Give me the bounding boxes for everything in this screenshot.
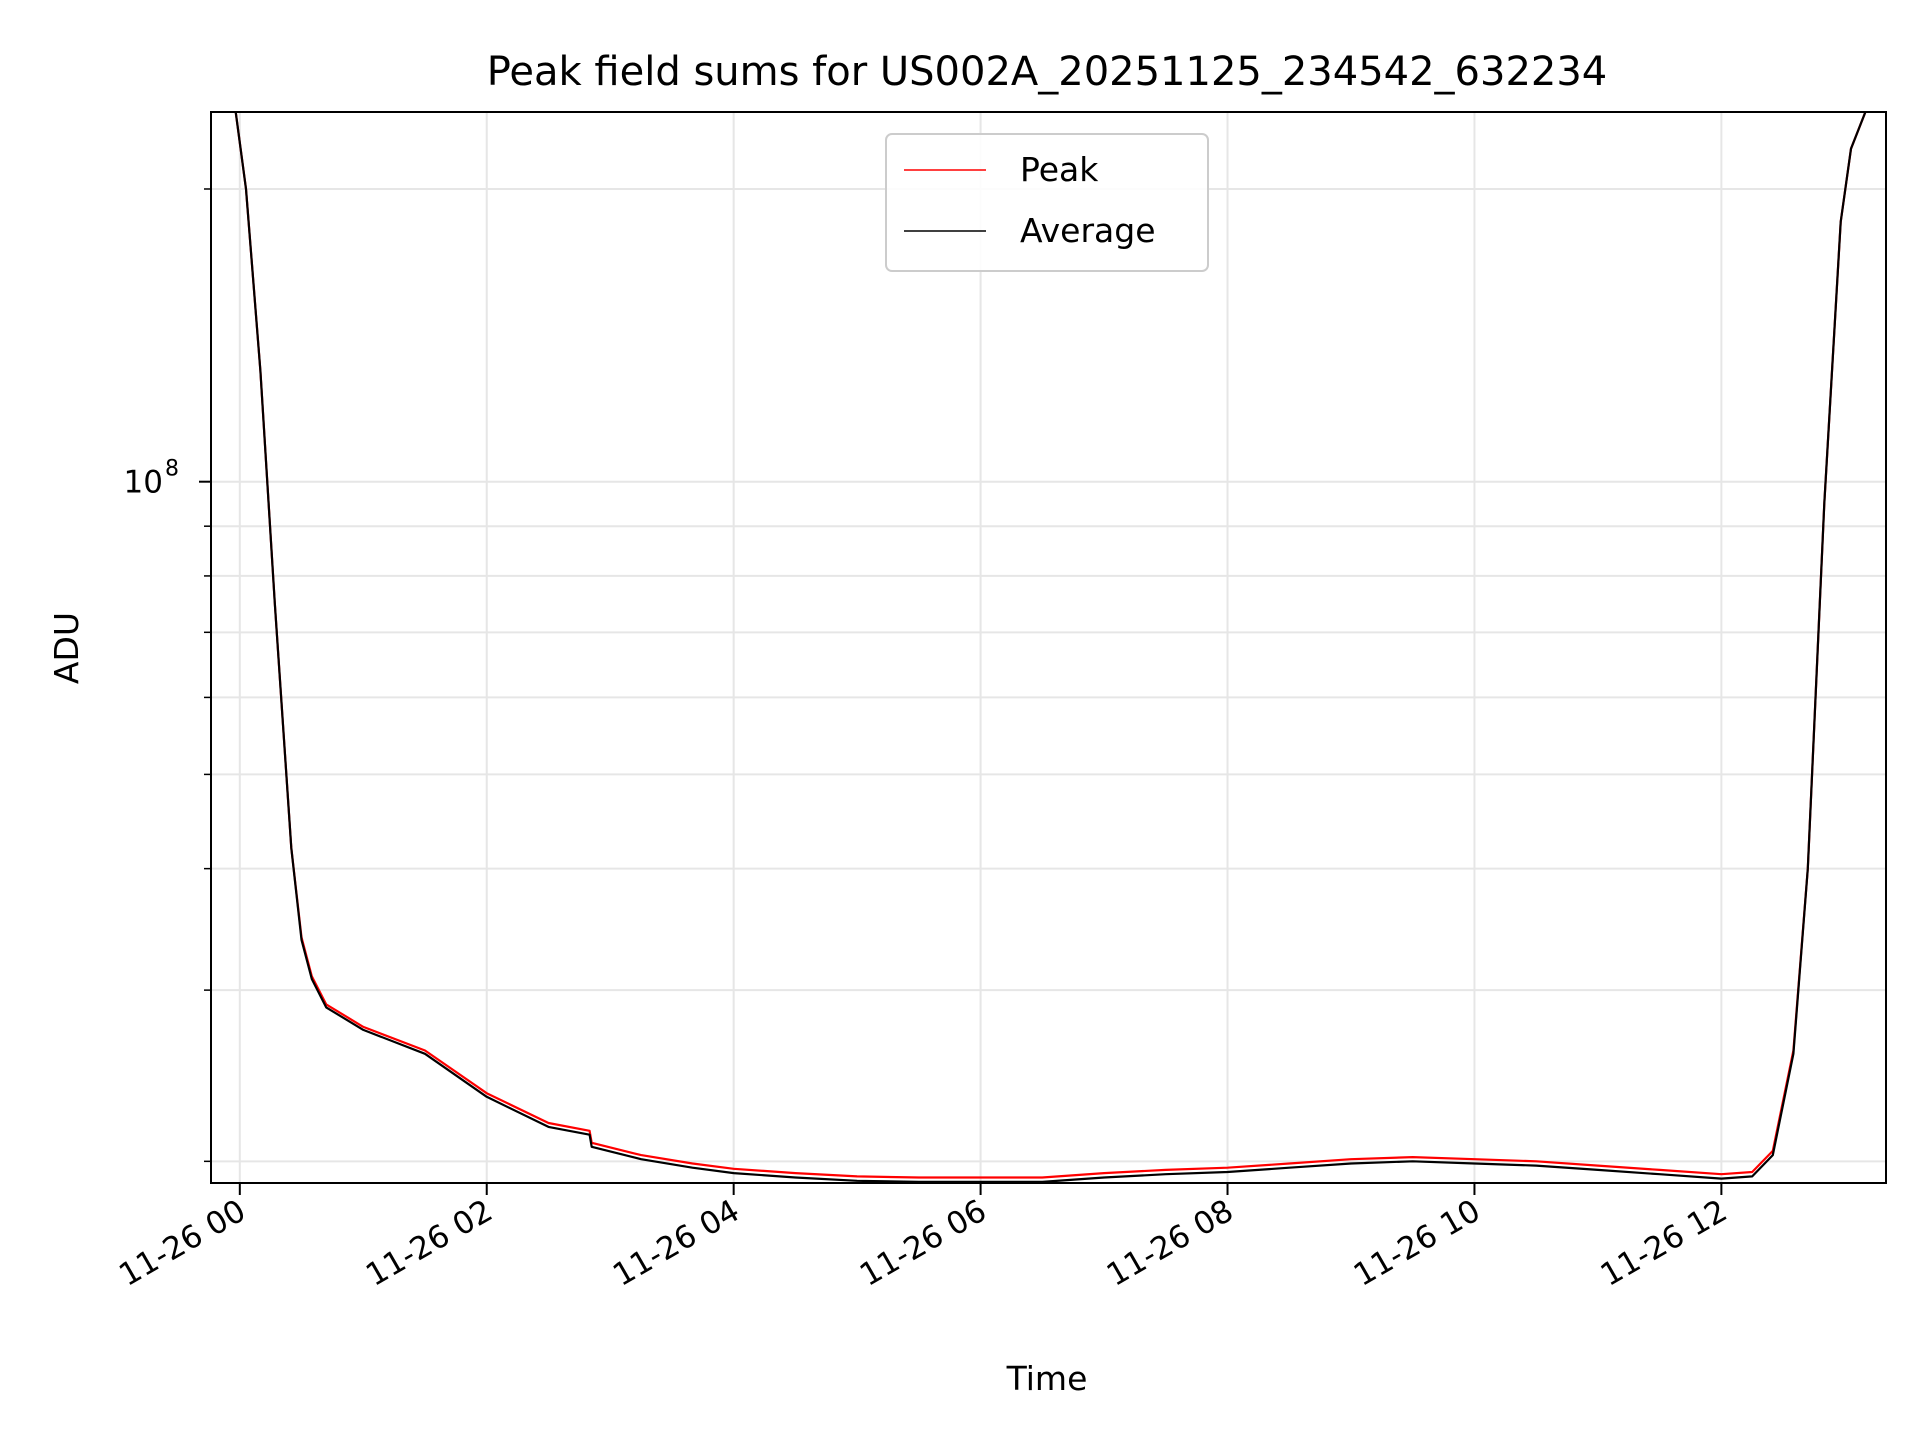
y-axis-label: ADU	[47, 612, 86, 684]
chart-title: Peak field sums for US002A_20251125_2345…	[487, 49, 1608, 95]
plot-frame	[210, 111, 1887, 1184]
legend-label-peak: Peak	[1020, 150, 1099, 189]
legend-label-average: Average	[1020, 211, 1156, 250]
series-line-average	[234, 112, 1867, 1183]
grid	[211, 112, 1886, 1183]
legend: Peak Average	[885, 133, 1209, 272]
y-tick-label: 10	[124, 465, 163, 501]
legend-box	[885, 133, 1209, 272]
series-layer	[234, 112, 1867, 1183]
x-axis-label: Time	[1006, 1359, 1088, 1398]
y-tick-label-exponent: 8	[165, 457, 179, 482]
